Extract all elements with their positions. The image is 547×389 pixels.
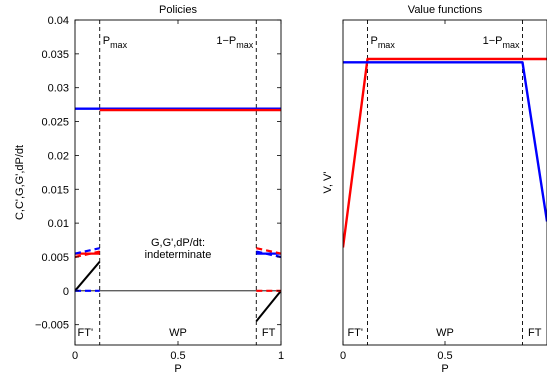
x-tick-label-1: 0 <box>72 350 78 362</box>
y-tick-label-10: 0.04 <box>48 15 69 27</box>
series-line-1 <box>343 57 547 248</box>
pmax-subscript: max <box>378 40 396 50</box>
y-axis-label: V, V' <box>322 172 334 194</box>
x-tick-label-3: 1 <box>278 350 284 362</box>
plot-background <box>343 20 547 345</box>
x-axis-label: P <box>441 363 448 375</box>
pmax-subscript: max <box>110 40 128 50</box>
series-line-6 <box>75 250 100 259</box>
chart-title: Policies <box>159 4 197 16</box>
annotation-line-2: indeterminate <box>145 249 212 261</box>
y-tick-label-2: 0 <box>63 286 69 298</box>
one-minus-pmax-subscript: max <box>236 40 254 50</box>
plot-background <box>75 20 281 345</box>
y-axis-label: C,C',G,G',dP/dt <box>14 145 26 220</box>
region-label-wp: WP <box>169 327 187 339</box>
series-group <box>75 107 281 322</box>
y-tick-label-9: 0.035 <box>41 49 69 61</box>
series-line-7 <box>256 247 281 255</box>
y-tick-label-1: −0.005 <box>35 320 69 332</box>
y-tick-label-8: 0.03 <box>48 83 69 95</box>
chart-title: Value functions <box>408 4 483 16</box>
y-tick-label-5: 0.015 <box>41 184 69 196</box>
region-label-ft: FT' <box>78 327 94 339</box>
one-minus-pmax-subscript: max <box>503 40 521 50</box>
series-line-10 <box>75 261 101 292</box>
x-tick-label-2: 0.5 <box>437 350 452 362</box>
series-line-8 <box>256 250 281 259</box>
series-line-5 <box>75 247 100 255</box>
series-line-11 <box>255 290 281 322</box>
x-tick-label-2: 0.5 <box>170 350 185 362</box>
series-group <box>343 57 547 248</box>
x-axis-label: P <box>174 363 181 375</box>
y-tick-label-6: 0.02 <box>48 150 69 162</box>
annotation-line-1: G,G',dP/dt: <box>151 237 205 249</box>
region-label-ft: FT <box>528 327 542 339</box>
region-label-ft: FT' <box>347 327 363 339</box>
region-label-wp: WP <box>436 327 454 339</box>
y-tick-label-4: 0.01 <box>48 218 69 230</box>
region-label-ft: FT <box>262 327 276 339</box>
x-tick-label-1: 0 <box>340 350 346 362</box>
series-line-2 <box>343 61 547 222</box>
y-tick-label-7: 0.025 <box>41 117 69 129</box>
y-tick-label-3: 0.005 <box>41 252 69 264</box>
